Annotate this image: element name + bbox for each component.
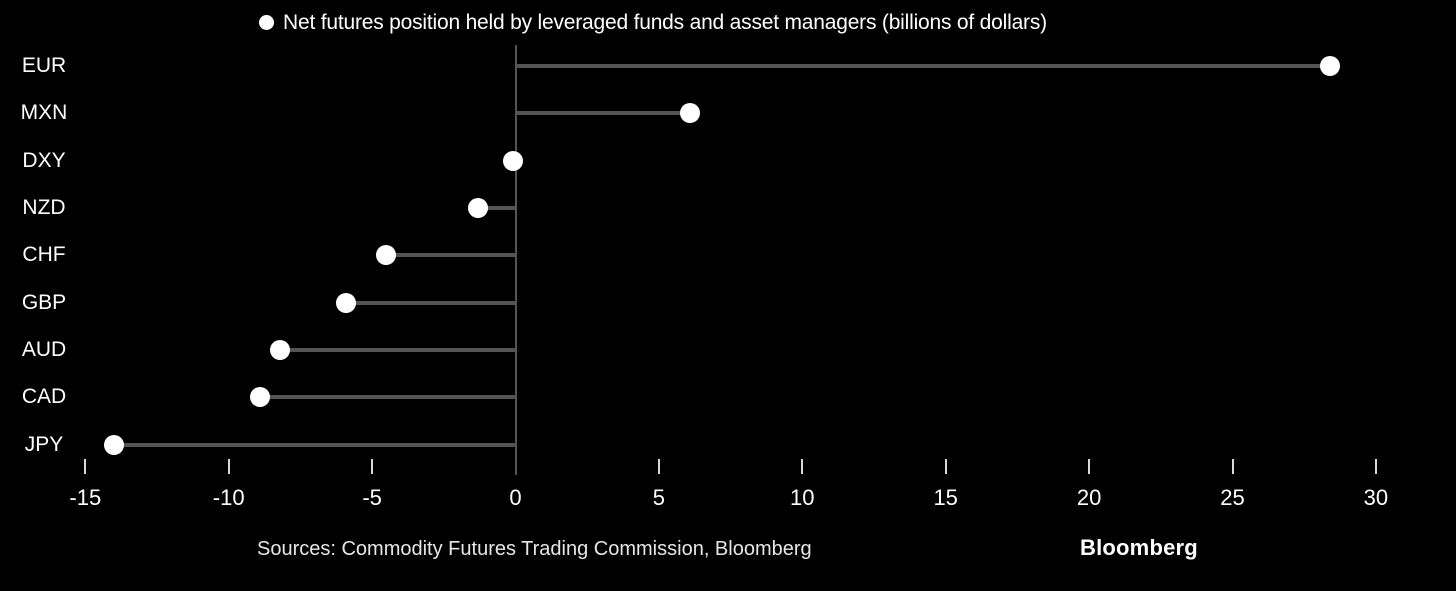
data-point-dot-chf <box>376 245 397 266</box>
data-point-dot-mxn <box>680 103 701 124</box>
data-point-dot-jpy <box>103 434 124 455</box>
data-point-dot-eur <box>1320 56 1340 76</box>
data-point-dot-cad <box>250 387 271 408</box>
bloomberg-logo: Bloomberg <box>1080 535 1198 560</box>
axis-tick-label: 15 <box>933 485 958 510</box>
axis-tick-mark <box>227 459 230 474</box>
axis-tick-label: 30 <box>1363 485 1389 510</box>
category-label-chf: CHF <box>22 243 66 267</box>
axis-tick-label: 0 <box>509 485 522 510</box>
axis-tick-mark <box>657 459 660 474</box>
category-label-mxn: MXN <box>20 101 68 125</box>
axis-tick-mark <box>801 459 804 474</box>
axis-tick-label: 20 <box>1076 485 1102 510</box>
chart-title: Net futures position held by leveraged f… <box>259 9 1047 36</box>
axis-tick-mark <box>1088 459 1091 474</box>
category-label-aud: AUD <box>21 338 67 362</box>
axis-tick-mark <box>1374 459 1377 474</box>
data-point-dot-dxy <box>502 150 523 171</box>
data-point-dot-nzd <box>468 198 489 219</box>
stem-line-jpy <box>113 442 516 447</box>
category-label-gbp: GBP <box>21 290 67 314</box>
plot-area: EUR MXN DXY NZD CHF GBP AUD CAD JPY -15 -10 -5 0 5 10… <box>20 45 1389 510</box>
chart-title-text: Net futures position held by leveraged f… <box>283 10 1047 34</box>
axis-tick-mark <box>84 459 87 474</box>
category-label-dxy: DXY <box>22 148 66 172</box>
axis-tick-mark <box>1231 459 1234 474</box>
category-label-jpy: JPY <box>24 432 64 456</box>
axis-tick-mark <box>371 459 374 474</box>
stem-line-mxn <box>515 111 691 116</box>
axis-tick-label: -5 <box>362 485 382 510</box>
sources-text: Sources: Commodity Futures Trading Commi… <box>257 538 812 560</box>
axis-tick-label: 10 <box>790 485 815 510</box>
axis-tick-mark <box>944 459 947 474</box>
axis-tick-label: -15 <box>69 485 102 510</box>
category-label-eur: EUR <box>21 54 67 77</box>
stem-line-nzd <box>478 206 516 211</box>
axis-tick-label: 25 <box>1220 485 1245 510</box>
stem-line-chf <box>386 253 516 258</box>
stem-line-gbp <box>346 300 516 305</box>
stem-line-eur <box>515 64 1330 68</box>
stem-line-aud <box>280 348 516 353</box>
category-label-nzd: NZD <box>22 196 66 220</box>
legend-dot-icon <box>259 15 274 30</box>
data-point-dot-aud <box>270 340 291 361</box>
axis-tick-label: 5 <box>652 485 666 510</box>
category-label-cad: CAD <box>21 385 67 409</box>
zero-axis-line <box>514 45 517 475</box>
axis-tick-label: -10 <box>212 485 245 510</box>
data-point-dot-gbp <box>336 292 357 313</box>
stem-line-cad <box>260 395 516 400</box>
